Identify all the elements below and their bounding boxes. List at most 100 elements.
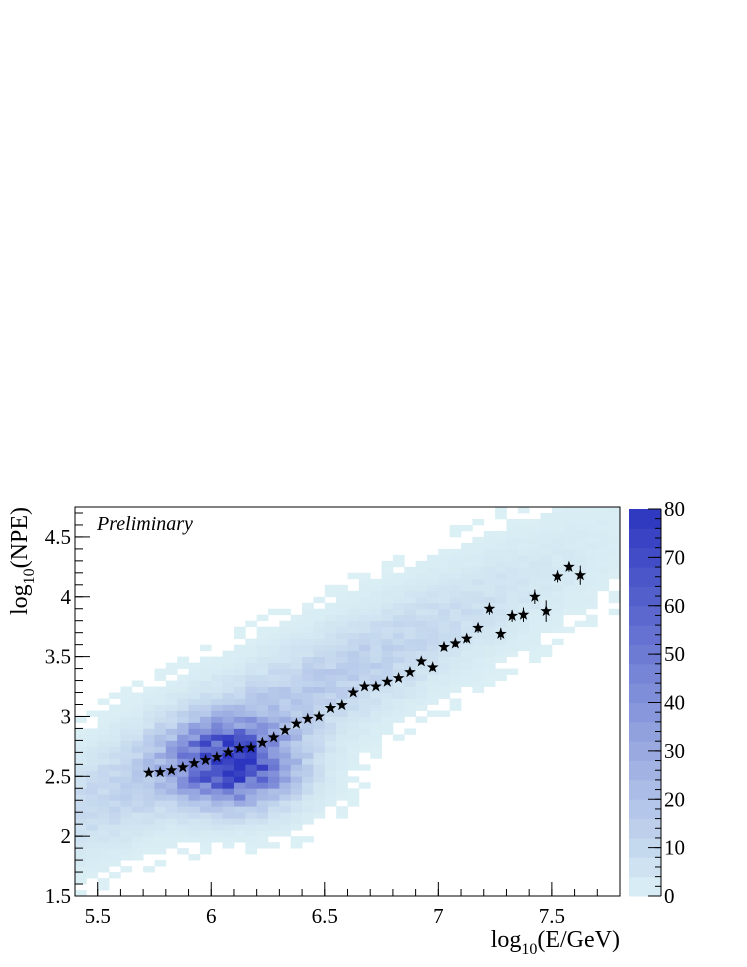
heatmap-cell xyxy=(347,650,360,658)
heatmap-cell xyxy=(404,710,417,717)
heatmap-cell xyxy=(245,770,258,777)
heatmap-cell xyxy=(302,614,314,622)
heatmap-cell xyxy=(597,572,610,580)
heatmap-cell xyxy=(245,662,258,669)
heatmap-cell xyxy=(461,572,473,580)
heatmap-cell xyxy=(120,842,133,849)
heatmap-cell xyxy=(336,764,348,771)
heatmap-cell xyxy=(154,722,167,729)
heatmap-cell xyxy=(370,578,382,586)
heatmap-cell xyxy=(574,608,587,616)
heatmap-cell xyxy=(551,536,564,544)
heatmap-cell xyxy=(97,806,110,813)
heatmap-cell xyxy=(165,806,178,813)
heatmap-cell xyxy=(517,566,530,574)
heatmap-cell xyxy=(324,770,337,777)
heatmap-cell xyxy=(279,734,292,741)
heatmap-cell xyxy=(75,764,87,771)
heatmap-cell xyxy=(120,752,133,759)
heatmap-cell xyxy=(381,590,394,598)
heatmap-cell xyxy=(370,686,382,693)
colorbar-band xyxy=(629,683,661,703)
y-axis-title-main: log xyxy=(7,584,33,615)
heatmap-cell xyxy=(449,650,462,658)
heatmap-cell xyxy=(268,830,280,837)
heatmap-cell xyxy=(211,704,223,711)
heatmap-cell xyxy=(97,848,110,855)
heatmap-cell xyxy=(495,507,507,514)
heatmap-cell xyxy=(551,602,564,610)
profile-star-marker xyxy=(528,590,541,602)
heatmap-cell xyxy=(245,638,258,646)
heatmap-cell xyxy=(574,507,587,514)
heatmap-cell xyxy=(290,638,303,646)
heatmap-cell xyxy=(517,596,530,604)
y-tick-label: 1.5 xyxy=(45,884,71,908)
heatmap-cell xyxy=(472,662,485,669)
heatmap-cell xyxy=(302,758,314,765)
heatmap-cell xyxy=(165,824,178,831)
heatmap-cell xyxy=(495,650,507,658)
heatmap-cell xyxy=(370,608,382,616)
heatmap-cell xyxy=(154,782,167,789)
heatmap-cell xyxy=(165,752,178,759)
heatmap-cell xyxy=(381,608,394,616)
heatmap-cell xyxy=(245,716,258,723)
heatmap-cell xyxy=(313,806,326,813)
heatmap-cell xyxy=(131,764,144,771)
heatmap-cell xyxy=(324,698,337,705)
heatmap-cell xyxy=(483,554,496,562)
heatmap-cell xyxy=(143,692,155,699)
heatmap-cell xyxy=(302,746,314,753)
heatmap-cell xyxy=(233,692,246,699)
heatmap-cell xyxy=(120,770,133,777)
heatmap-cell xyxy=(86,728,99,735)
heatmap-cell xyxy=(426,608,439,616)
heatmap-cell xyxy=(268,644,280,652)
heatmap-cell xyxy=(245,734,258,741)
heatmap-cell xyxy=(563,518,575,526)
heatmap-cell xyxy=(256,626,269,634)
heatmap-cell xyxy=(415,698,428,705)
heatmap-cell xyxy=(426,620,439,628)
heatmap-cell xyxy=(415,686,428,693)
heatmap-cell xyxy=(211,818,223,825)
heatmap-cell xyxy=(449,668,462,675)
heatmap-cell xyxy=(358,626,371,634)
heatmap-cell xyxy=(256,824,269,831)
heatmap-cell xyxy=(392,710,405,717)
y-tick-label: 3.5 xyxy=(45,645,71,669)
heatmap-cell xyxy=(461,608,473,616)
heatmap-cell xyxy=(574,590,587,598)
heatmap-cell xyxy=(165,782,178,789)
heatmap-cell xyxy=(256,644,269,652)
heatmap-cell xyxy=(302,680,314,687)
heatmap-cell xyxy=(268,824,280,831)
heatmap-cell xyxy=(188,734,201,741)
heatmap-cell xyxy=(199,842,212,849)
heatmap-cell xyxy=(199,818,212,825)
heatmap-cell xyxy=(222,770,235,777)
heatmap-cell xyxy=(517,626,530,634)
heatmap-cell xyxy=(86,800,99,807)
heatmap-cell xyxy=(97,752,110,759)
heatmap-cell xyxy=(109,710,121,717)
colorbar-band xyxy=(629,509,661,529)
heatmap-cell xyxy=(188,800,201,807)
colorbar-band xyxy=(629,760,661,781)
heatmap-cell xyxy=(233,812,246,819)
heatmap-cell xyxy=(222,656,235,663)
heatmap-cell xyxy=(279,668,292,675)
heatmap-cell xyxy=(347,638,360,646)
heatmap-cell xyxy=(199,680,212,687)
heatmap-cell xyxy=(336,812,348,819)
heatmap-cell xyxy=(268,686,280,693)
heatmap-cell xyxy=(336,806,348,813)
heatmap-cell xyxy=(97,812,110,819)
heatmap-cell xyxy=(404,692,417,699)
heatmap-cell xyxy=(177,824,189,831)
heatmap-cell xyxy=(404,614,417,622)
heatmap-cell xyxy=(472,584,485,592)
heatmap-cell xyxy=(86,854,99,861)
colorbar-band xyxy=(629,702,661,723)
